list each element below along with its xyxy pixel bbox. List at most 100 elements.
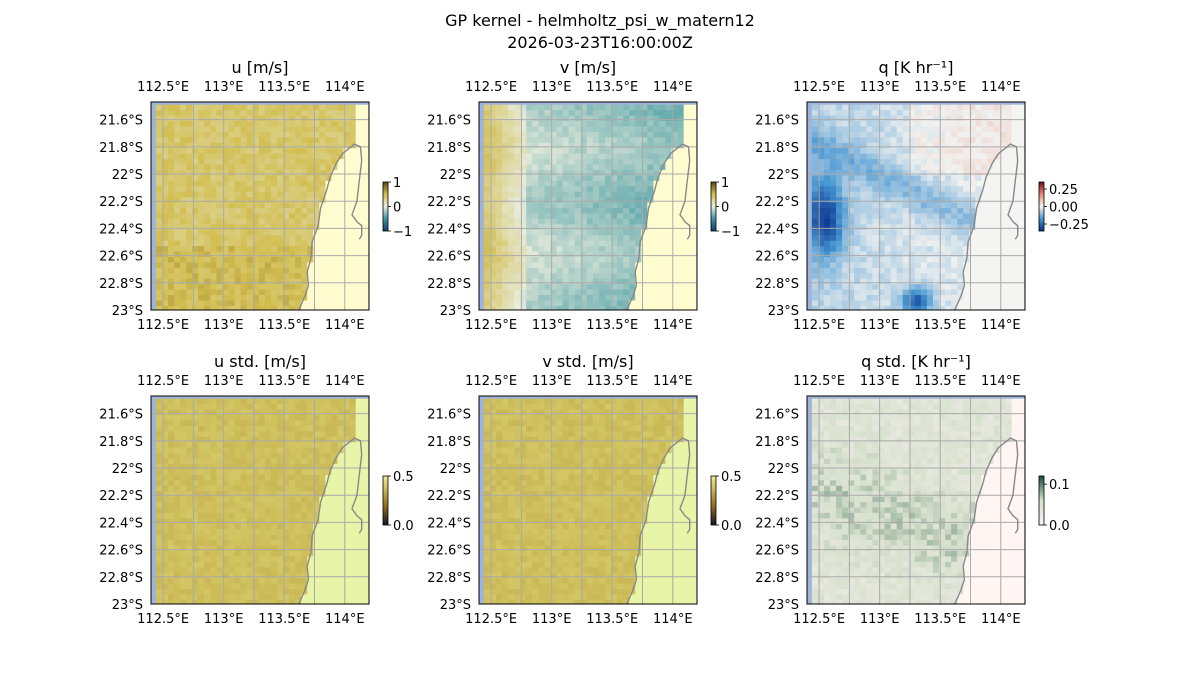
heatmap-cell xyxy=(896,191,904,198)
heatmap-cell xyxy=(264,425,272,432)
heatmap-cell xyxy=(228,572,236,579)
heatmap-cell xyxy=(337,208,345,215)
heatmap-cell xyxy=(502,278,509,285)
heatmap-cell xyxy=(823,180,831,187)
heatmap-cell xyxy=(514,169,521,177)
heatmap-cell xyxy=(963,137,970,144)
heatmap-cell xyxy=(198,409,205,416)
heatmap-cell xyxy=(914,305,922,310)
heatmap-cell xyxy=(641,251,648,258)
heatmap-cell xyxy=(313,186,320,193)
heatmap-cell xyxy=(604,213,612,220)
heatmap-cell xyxy=(957,175,964,182)
colorbar-tick-label: 1 xyxy=(721,176,729,191)
heatmap-cell xyxy=(343,197,351,204)
heatmap-cell xyxy=(495,305,503,310)
heatmap-cell xyxy=(635,159,642,166)
heatmap-cell xyxy=(890,148,898,155)
heatmap-cell xyxy=(939,180,946,187)
heatmap-cell xyxy=(198,142,205,149)
heatmap-cell xyxy=(234,142,242,149)
heatmap-cell xyxy=(283,289,290,296)
heatmap-cell xyxy=(331,137,339,144)
heatmap-cell xyxy=(489,213,497,220)
heatmap-cell xyxy=(301,267,308,274)
heatmap-cell xyxy=(932,224,940,231)
heatmap-cell xyxy=(167,507,175,514)
heatmap-cell xyxy=(331,153,339,160)
heatmap-cell xyxy=(993,164,1001,171)
heatmap-cell xyxy=(683,169,691,177)
heatmap-cell xyxy=(683,256,691,264)
heatmap-cell xyxy=(981,224,989,231)
heatmap-cell xyxy=(969,213,976,220)
heatmap-cell xyxy=(234,115,242,122)
heatmap-cell xyxy=(276,507,284,514)
heatmap-cell xyxy=(246,115,254,122)
heatmap-cell xyxy=(635,229,642,236)
heatmap-cell xyxy=(355,289,363,296)
heatmap-cell xyxy=(270,213,278,220)
heatmap-cell xyxy=(167,224,175,231)
heatmap-cell xyxy=(167,561,175,568)
heatmap-cell xyxy=(252,463,260,471)
heatmap-cell xyxy=(264,300,272,307)
heatmap-cell xyxy=(830,224,837,231)
heatmap-cell xyxy=(544,126,552,133)
heatmap-cell xyxy=(240,186,248,193)
heatmap-cell xyxy=(677,191,685,198)
heatmap-cell xyxy=(981,267,989,274)
heatmap-cell xyxy=(295,131,302,138)
heatmap-cell xyxy=(270,589,278,596)
heatmap-cell xyxy=(289,469,296,476)
heatmap-cell xyxy=(550,218,558,225)
heatmap-cell xyxy=(926,137,934,144)
heatmap-cell xyxy=(629,191,636,198)
heatmap-cell xyxy=(860,115,867,122)
heatmap-cell xyxy=(264,246,272,253)
heatmap-cell xyxy=(574,180,582,187)
heatmap-cell xyxy=(920,191,928,198)
heatmap-cell xyxy=(508,131,515,138)
heatmap-cell xyxy=(307,218,314,225)
heatmap-cell xyxy=(854,256,861,264)
heatmap-cell xyxy=(252,197,260,204)
heatmap-cell xyxy=(192,305,199,310)
heatmap-cell xyxy=(902,213,910,220)
heatmap-cell xyxy=(216,507,224,514)
heatmap-cell xyxy=(313,256,320,264)
heatmap-cell xyxy=(532,251,539,258)
heatmap-cell xyxy=(270,431,278,438)
heatmap-cell xyxy=(240,267,248,274)
heatmap-cell xyxy=(592,267,600,274)
heatmap-cell xyxy=(252,256,260,264)
heatmap-cell xyxy=(246,218,254,225)
heatmap-cell xyxy=(830,121,837,128)
heatmap-cell xyxy=(204,202,211,209)
heatmap-cell xyxy=(811,246,819,253)
heatmap-cell xyxy=(592,175,600,182)
heatmap-cell xyxy=(270,398,278,405)
heatmap-cell xyxy=(234,480,242,487)
heatmap-cell xyxy=(932,305,940,310)
heatmap-cell xyxy=(604,131,612,138)
heatmap-cell xyxy=(155,121,163,128)
heatmap-cell xyxy=(1005,175,1013,182)
heatmap-cell xyxy=(234,191,242,198)
heatmap-cell xyxy=(920,300,928,307)
heatmap-cell xyxy=(629,240,636,247)
heatmap-cell xyxy=(975,186,982,193)
heatmap-cell xyxy=(319,305,326,310)
heatmap-cell xyxy=(914,251,922,258)
heatmap-cell xyxy=(174,496,181,503)
heatmap-cell xyxy=(556,186,564,193)
heatmap-cell xyxy=(969,289,976,296)
heatmap-cell xyxy=(216,431,224,438)
heatmap-cell xyxy=(495,235,503,242)
heatmap-cell xyxy=(836,110,843,117)
heatmap-cell xyxy=(264,251,272,258)
heatmap-cell xyxy=(343,262,351,269)
heatmap-cell xyxy=(914,110,922,117)
heatmap-cell xyxy=(623,104,630,111)
heatmap-cell xyxy=(295,110,302,117)
